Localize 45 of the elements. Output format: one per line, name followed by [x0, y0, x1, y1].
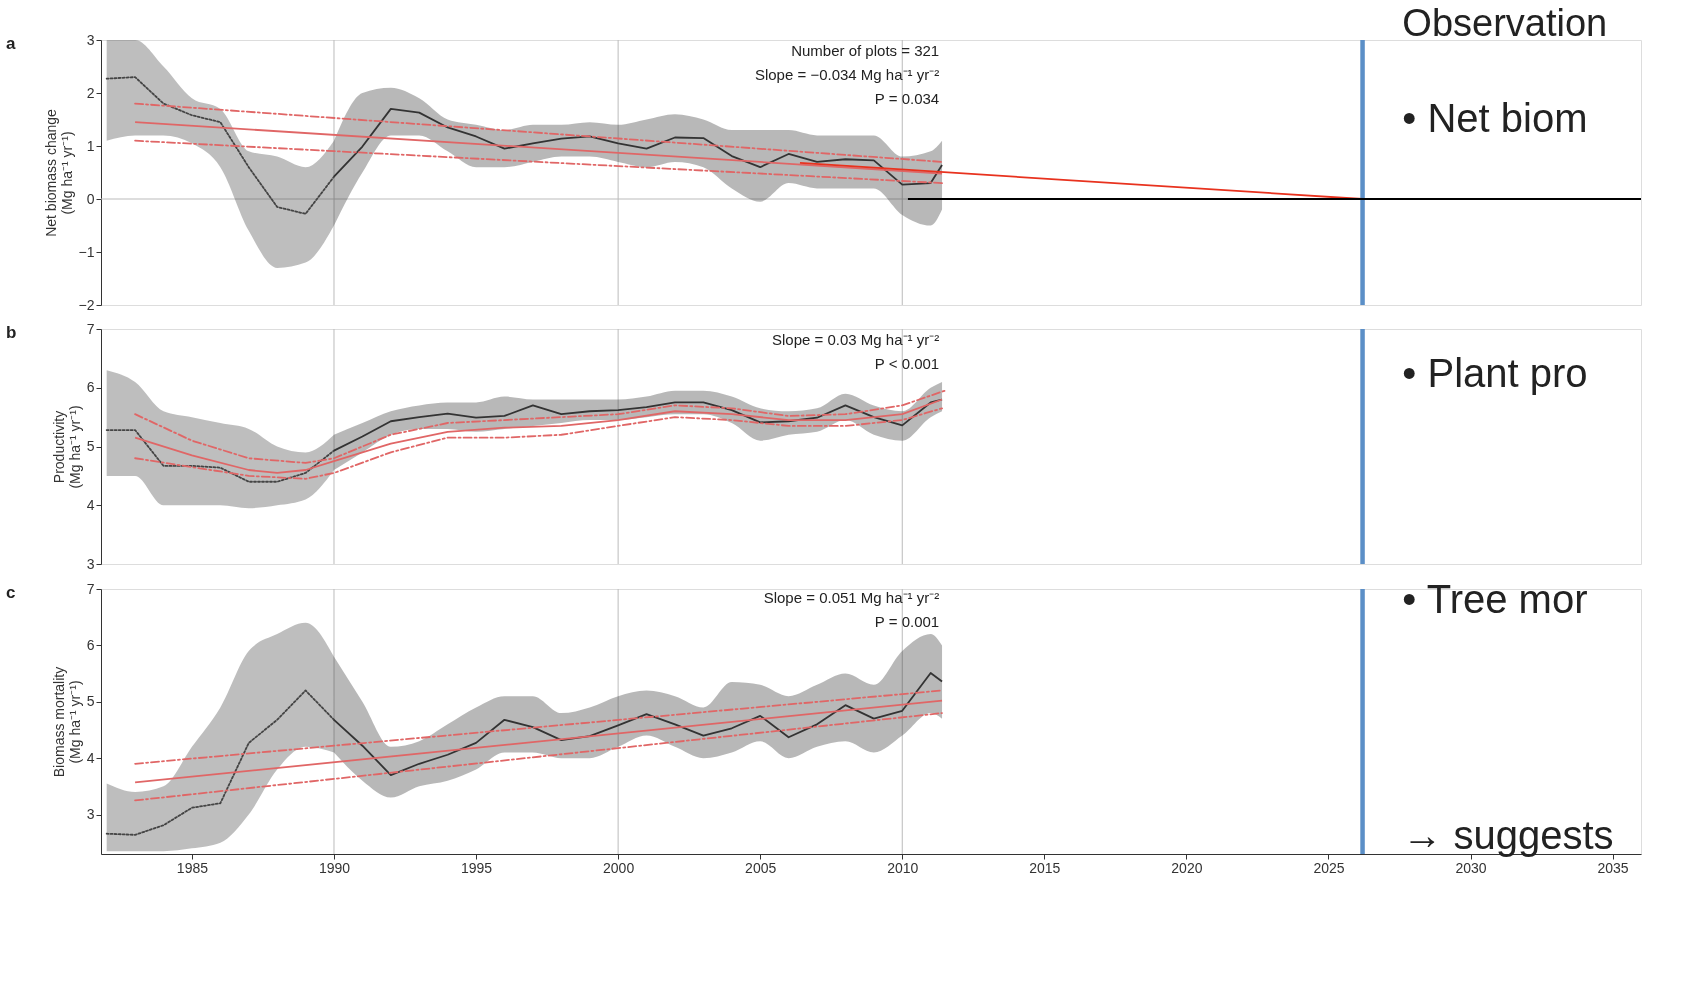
- y-tick-label: 0: [86, 190, 95, 207]
- y-axis-title: Net biomass change (Mg ha⁻¹ yr⁻¹): [42, 108, 75, 237]
- y-tick-label: 6: [86, 379, 95, 396]
- x-tick-label: 2005: [745, 859, 777, 876]
- annotation: Slope = 0.051 Mg ha⁻¹ yr⁻²: [763, 589, 940, 606]
- y-tick-label: 1: [86, 137, 95, 154]
- y-tick-label: 2: [86, 84, 95, 101]
- annotation: • Net biom: [1402, 96, 1588, 140]
- x-tick-label: 1990: [318, 859, 351, 876]
- y-tick-label: 3: [86, 555, 95, 572]
- y-tick-label: 3: [86, 806, 95, 823]
- x-tick-label: 2020: [1171, 859, 1203, 876]
- x-tick-label: 2030: [1455, 859, 1487, 876]
- y-axis-title: Productivity (Mg ha⁻¹ yr⁻¹): [50, 405, 83, 489]
- x-tick-label: 2025: [1313, 859, 1345, 876]
- y-tick-label: 5: [86, 438, 95, 454]
- y-tick-label: 7: [86, 580, 95, 597]
- text: c: [6, 583, 16, 602]
- x-tick-label: 1995: [460, 859, 493, 876]
- annotation: P = 0.001: [874, 613, 940, 630]
- text: b: [6, 323, 17, 342]
- annotation: Slope = −0.034 Mg ha⁻¹ yr⁻²: [754, 66, 940, 83]
- x-tick-label: 2000: [603, 859, 635, 876]
- y-axis-title: Biomass mortality (Mg ha⁻¹ yr⁻¹): [50, 666, 83, 778]
- annotation: P < 0.001: [874, 355, 940, 372]
- annotation: Slope = 0.03 Mg ha⁻¹ yr⁻²: [772, 331, 940, 348]
- text: a: [6, 34, 16, 53]
- y-tick-label: 7: [86, 320, 95, 337]
- annotation: Observation: [1402, 2, 1608, 44]
- annotation: Number of plots = 321: [791, 42, 940, 59]
- y-tick-label: −1: [78, 243, 95, 260]
- annotation: P = 0.034: [874, 90, 940, 107]
- y-tick-label: 3: [86, 31, 95, 48]
- x-tick-label: 1985: [176, 859, 209, 876]
- annotation: • Tree mor: [1402, 577, 1588, 621]
- y-tick-label: 4: [86, 496, 95, 513]
- annotation: • Plant pro: [1402, 351, 1588, 395]
- y-tick-label: 6: [86, 636, 95, 653]
- y-tick-label: −2: [78, 296, 95, 313]
- y-tick-label: 4: [86, 749, 95, 766]
- x-tick-label: 2035: [1597, 859, 1629, 876]
- annotation: → suggests: [1402, 813, 1614, 857]
- y-tick-label: 5: [86, 693, 95, 710]
- x-tick-label: 2015: [1029, 859, 1061, 876]
- x-tick-label: 2010: [887, 859, 919, 876]
